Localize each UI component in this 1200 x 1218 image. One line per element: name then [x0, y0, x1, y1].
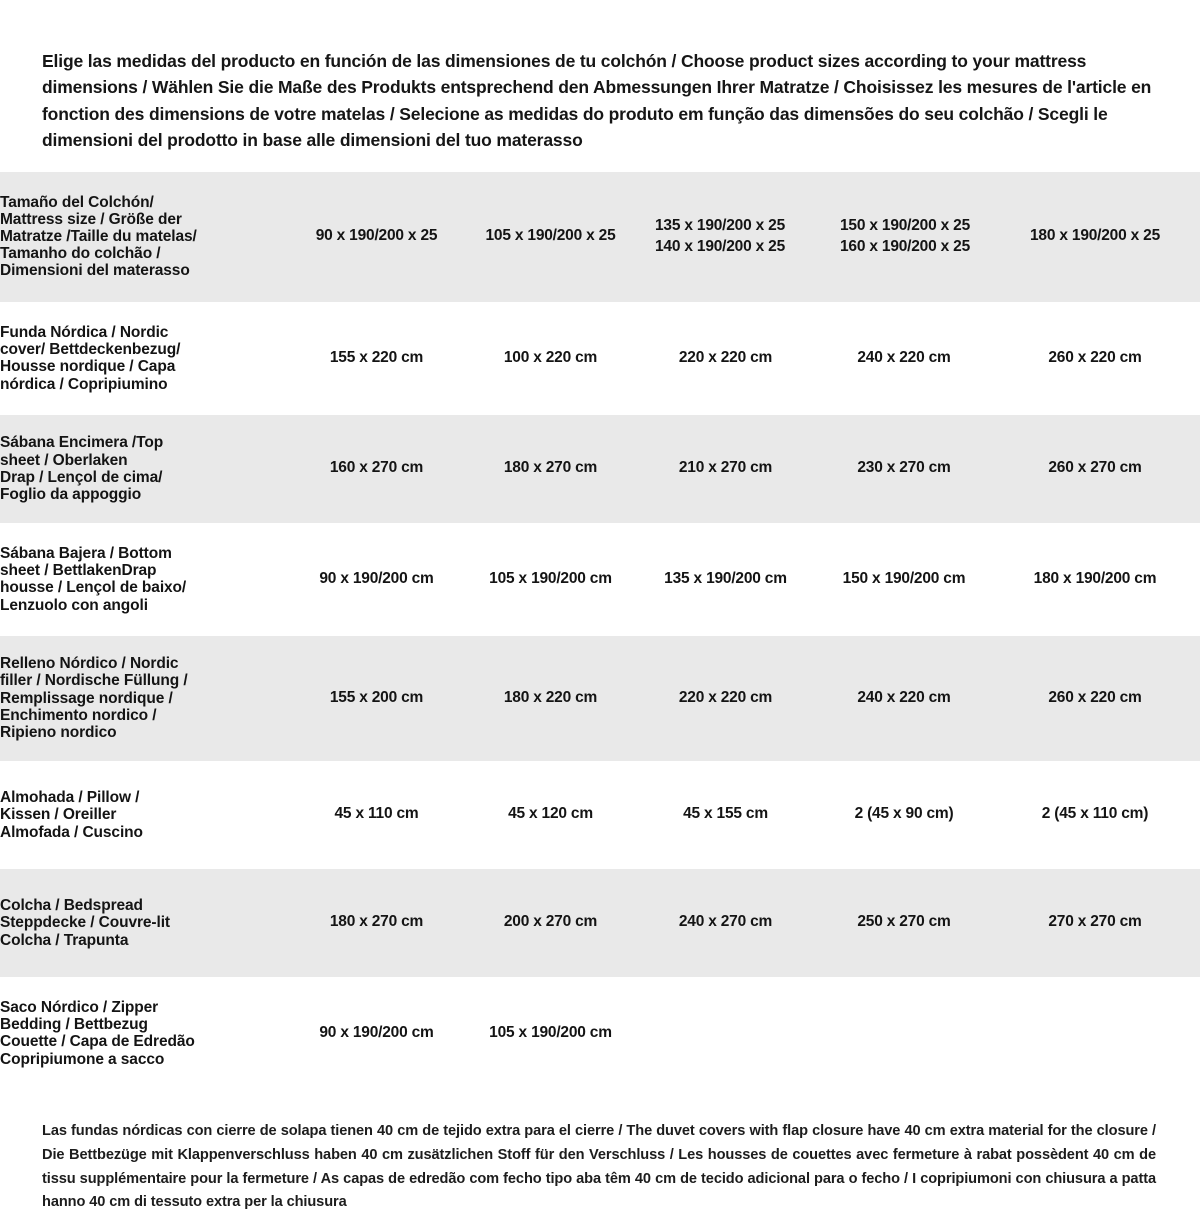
- header-size-col-3: 135 x 190/200 x 25 140 x 190/200 x 25: [633, 171, 818, 302]
- header-size-col-5: 180 x 190/200 x 25: [990, 171, 1200, 302]
- table-row-bedspread: Colcha / Bedspread Steppdecke / Couvre-l…: [0, 868, 1200, 977]
- cell-bottom-sheet-1: 90 x 190/200 cm: [285, 522, 468, 636]
- cell-bedspread-1: 180 x 270 cm: [285, 868, 468, 977]
- cell-zipper-bedding-4: [818, 976, 990, 1090]
- table-row-nordic-cover: Funda Nórdica / Nordic cover/ Bettdecken…: [0, 301, 1200, 415]
- table-row-top-sheet: Sábana Encimera /Top sheet / Oberlaken D…: [0, 414, 1200, 523]
- row-label-top-sheet: Sábana Encimera /Top sheet / Oberlaken D…: [0, 414, 285, 523]
- cell-zipper-bedding-3: [633, 976, 818, 1090]
- table-row-zipper-bedding: Saco Nórdico / Zipper Bedding / Bettbezu…: [0, 976, 1200, 1090]
- row-label-bedspread: Colcha / Bedspread Steppdecke / Couvre-l…: [0, 868, 285, 977]
- cell-bottom-sheet-2: 105 x 190/200 cm: [468, 522, 633, 636]
- header-size-col-4: 150 x 190/200 x 25 160 x 190/200 x 25: [818, 171, 990, 302]
- row-label-pillow: Almohada / Pillow / Kissen / Oreiller Al…: [0, 760, 285, 869]
- cell-zipper-bedding-2: 105 x 190/200 cm: [468, 976, 633, 1090]
- cell-bedspread-4: 250 x 270 cm: [818, 868, 990, 977]
- row-label-nordic-filler: Relleno Nórdico / Nordic filler / Nordis…: [0, 635, 285, 761]
- cell-nordic-cover-1: 155 x 220 cm: [285, 301, 468, 415]
- cell-pillow-2: 45 x 120 cm: [468, 760, 633, 869]
- cell-bedspread-5: 270 x 270 cm: [990, 868, 1200, 977]
- cell-top-sheet-1: 160 x 270 cm: [285, 414, 468, 523]
- cell-nordic-filler-1: 155 x 200 cm: [285, 635, 468, 761]
- cell-pillow-4: 2 (45 x 90 cm): [818, 760, 990, 869]
- cell-top-sheet-4: 230 x 270 cm: [818, 414, 990, 523]
- row-label-zipper-bedding: Saco Nórdico / Zipper Bedding / Bettbezu…: [0, 976, 285, 1090]
- cell-bedspread-2: 200 x 270 cm: [468, 868, 633, 977]
- cell-zipper-bedding-5: [990, 976, 1200, 1090]
- cell-nordic-filler-2: 180 x 220 cm: [468, 635, 633, 761]
- cell-bottom-sheet-3: 135 x 190/200 cm: [633, 522, 818, 636]
- cell-nordic-filler-3: 220 x 220 cm: [633, 635, 818, 761]
- table-row-pillow: Almohada / Pillow / Kissen / Oreiller Al…: [0, 760, 1200, 869]
- cell-nordic-filler-4: 240 x 220 cm: [818, 635, 990, 761]
- cell-top-sheet-5: 260 x 270 cm: [990, 414, 1200, 523]
- cell-pillow-3: 45 x 155 cm: [633, 760, 818, 869]
- cell-bottom-sheet-5: 180 x 190/200 cm: [990, 522, 1200, 636]
- cell-nordic-filler-5: 260 x 220 cm: [990, 635, 1200, 761]
- table-row-bottom-sheet: Sábana Bajera / Bottom sheet / Bettlaken…: [0, 522, 1200, 636]
- header-size-col-1: 90 x 190/200 x 25: [285, 171, 468, 302]
- footnote-flap-closure: Las fundas nórdicas con cierre de solapa…: [42, 1123, 1156, 1211]
- header-label-mattress-size: Tamaño del Colchón/ Mattress size / Größ…: [0, 171, 285, 302]
- table-header-row: Tamaño del Colchón/ Mattress size / Größ…: [0, 171, 1200, 302]
- row-label-bottom-sheet: Sábana Bajera / Bottom sheet / Bettlaken…: [0, 522, 285, 636]
- cell-nordic-cover-5: 260 x 220 cm: [990, 301, 1200, 415]
- cell-bedspread-3: 240 x 270 cm: [633, 868, 818, 977]
- cell-bottom-sheet-4: 150 x 190/200 cm: [818, 522, 990, 636]
- cell-pillow-1: 45 x 110 cm: [285, 760, 468, 869]
- cell-top-sheet-2: 180 x 270 cm: [468, 414, 633, 523]
- table-row-nordic-filler: Relleno Nórdico / Nordic filler / Nordis…: [0, 635, 1200, 761]
- cell-zipper-bedding-1: 90 x 190/200 cm: [285, 976, 468, 1090]
- cell-nordic-cover-2: 100 x 220 cm: [468, 301, 633, 415]
- intro-instructions: Elige las medidas del producto en funció…: [42, 50, 1152, 151]
- cell-top-sheet-3: 210 x 270 cm: [633, 414, 818, 523]
- header-size-col-2: 105 x 190/200 x 25: [468, 171, 633, 302]
- mattress-size-guide-page: Elige las medidas del producto en funció…: [0, 18, 1200, 1218]
- cell-nordic-cover-4: 240 x 220 cm: [818, 301, 990, 415]
- cell-pillow-5: 2 (45 x 110 cm): [990, 760, 1200, 869]
- cell-nordic-cover-3: 220 x 220 cm: [633, 301, 818, 415]
- product-size-table: Tamaño del Colchón/ Mattress size / Größ…: [0, 171, 1200, 1090]
- row-label-nordic-cover: Funda Nórdica / Nordic cover/ Bettdecken…: [0, 301, 285, 415]
